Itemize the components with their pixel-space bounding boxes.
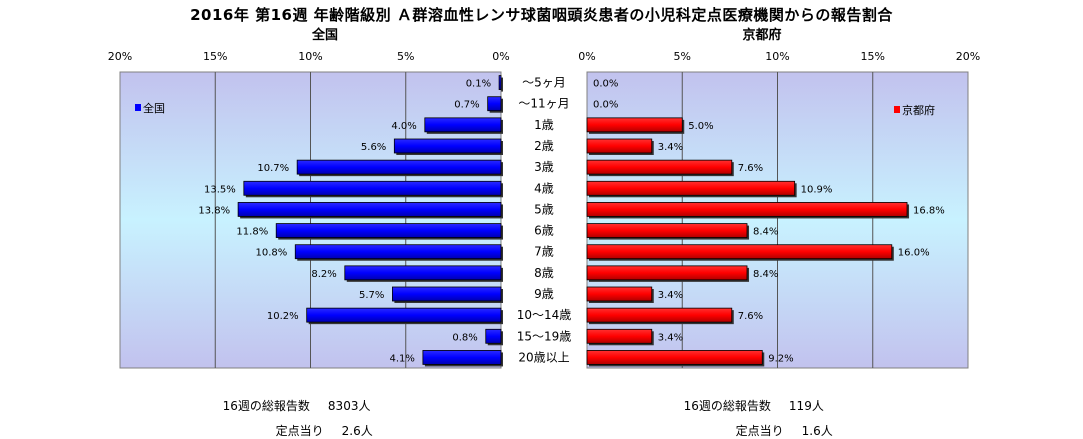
x-tick-label: 20% — [108, 50, 132, 63]
data-label-national: 4.1% — [389, 353, 414, 364]
x-tick-label: 10% — [765, 50, 789, 63]
data-label-kyoto: 0.0% — [593, 79, 618, 90]
bar-national — [306, 307, 502, 323]
data-label-national: 4.0% — [391, 121, 416, 132]
data-label-kyoto: 7.6% — [738, 311, 763, 322]
bar-kyoto — [586, 138, 653, 154]
legend-marker-kyoto — [894, 106, 900, 113]
bar-kyoto — [586, 307, 733, 323]
bar-national — [393, 138, 502, 154]
bar-kyoto — [586, 265, 748, 281]
right-total-label: 16週の総報告数 — [683, 399, 771, 413]
bar-national — [296, 159, 502, 175]
data-label-national: 13.5% — [204, 184, 236, 195]
bar-national — [344, 265, 502, 281]
bar-shadow — [501, 77, 503, 92]
bar-kyoto — [586, 223, 748, 238]
x-tick-label: 15% — [861, 50, 885, 63]
bar-kyoto — [586, 244, 893, 260]
bar-national — [422, 350, 502, 365]
category-label: 3歳 — [534, 160, 554, 174]
legend-label-national: 全国 — [143, 101, 165, 115]
left-total-label: 16週の総報告数 — [222, 399, 310, 413]
left-total-row: 16週の総報告数 8303人 — [215, 383, 371, 414]
data-label-national: 0.8% — [452, 332, 477, 343]
data-label-kyoto: 7.6% — [738, 163, 763, 174]
data-label-national: 5.6% — [361, 142, 386, 153]
bar-national — [498, 75, 502, 90]
x-tick-label: 0% — [492, 50, 509, 63]
category-label: 15～19歳 — [517, 329, 572, 343]
category-label: 8歳 — [534, 266, 554, 280]
left-per-row: 定点当り 2.6人 — [268, 408, 373, 439]
right-per-value: 1.6人 — [801, 424, 833, 438]
bar-kyoto — [586, 350, 763, 365]
data-label-national: 0.7% — [454, 100, 479, 111]
bar-national — [294, 244, 502, 260]
category-label: 5歳 — [534, 202, 554, 216]
legend-marker-national — [135, 104, 141, 111]
right-panel-title: 京都府 — [742, 27, 781, 43]
data-label-kyoto: 10.9% — [801, 184, 833, 195]
data-label-national: 10.7% — [257, 163, 289, 174]
category-label: 7歳 — [534, 245, 554, 259]
bar-kyoto — [586, 180, 796, 196]
left-panel-title: 全国 — [311, 27, 338, 43]
bar-kyoto — [586, 286, 653, 302]
category-label: 20歳以上 — [518, 350, 569, 364]
right-per-label: 定点当り — [735, 424, 784, 438]
data-label-national: 10.2% — [267, 311, 299, 322]
data-label-kyoto: 5.0% — [688, 121, 713, 132]
x-tick-label: 10% — [298, 50, 322, 63]
data-label-national: 10.8% — [255, 248, 287, 259]
x-tick-label: 15% — [203, 50, 227, 63]
data-label-national: 8.2% — [311, 269, 336, 280]
left-total-value: 8303人 — [327, 399, 371, 413]
x-tick-label: 0% — [578, 50, 595, 63]
left-per-label: 定点当り — [275, 424, 324, 438]
data-label-kyoto: 0.0% — [593, 100, 618, 111]
data-label-kyoto: 8.4% — [753, 269, 778, 280]
x-tick-label: 5% — [674, 50, 691, 63]
bar-national — [485, 328, 502, 344]
category-label: 4歳 — [534, 181, 554, 195]
category-label: 2歳 — [534, 139, 554, 153]
data-label-kyoto: 16.0% — [898, 248, 930, 259]
right-total-value: 119人 — [788, 399, 824, 413]
category-label: ～5ヶ月 — [522, 76, 566, 90]
category-label: ～11ヶ月 — [518, 97, 569, 111]
legend-label-kyoto: 京都府 — [902, 103, 935, 117]
bar-kyoto — [586, 117, 683, 133]
chart-title: 2016年 第16週 年齢階級別 Ａ群溶血性レンサ球菌咽頭炎患者の小児科定点医療… — [190, 6, 893, 24]
data-label-national: 11.8% — [236, 227, 268, 238]
bar-national — [487, 96, 502, 112]
population-pyramid-chart: 全国 京都府 0% 0% 5% 5% 10% 10% 15% 15% 20% 20% ～5ヶ月 ～1… — [108, 27, 980, 369]
data-label-kyoto: 3.4% — [658, 290, 683, 301]
right-per-row: 定点当り 1.6人 — [728, 408, 833, 439]
bar-kyoto — [586, 328, 653, 344]
bar-kyoto — [586, 159, 733, 175]
bar-national — [424, 117, 502, 133]
category-label: 10～14歳 — [517, 308, 572, 322]
category-label: 9歳 — [534, 287, 554, 301]
data-label-kyoto: 3.4% — [658, 142, 683, 153]
data-label-kyoto: 8.4% — [753, 227, 778, 238]
bar-national — [275, 223, 502, 238]
x-tick-label: 20% — [956, 50, 980, 63]
data-label-national: 0.1% — [466, 79, 491, 90]
bar-national — [243, 180, 502, 196]
data-label-kyoto: 16.8% — [913, 205, 945, 216]
data-label-kyoto: 9.2% — [768, 353, 793, 364]
left-per-value: 2.6人 — [341, 424, 373, 438]
bar-national — [237, 202, 502, 217]
bar-national — [392, 286, 502, 302]
right-total-row: 16週の総報告数 119人 — [676, 383, 824, 414]
category-label: 1歳 — [534, 118, 554, 132]
data-label-national: 13.8% — [198, 205, 230, 216]
bar-kyoto — [586, 202, 908, 217]
data-label-kyoto: 3.4% — [658, 332, 683, 343]
data-label-national: 5.7% — [359, 290, 384, 301]
category-label: 6歳 — [534, 224, 554, 238]
x-tick-label: 5% — [397, 50, 414, 63]
